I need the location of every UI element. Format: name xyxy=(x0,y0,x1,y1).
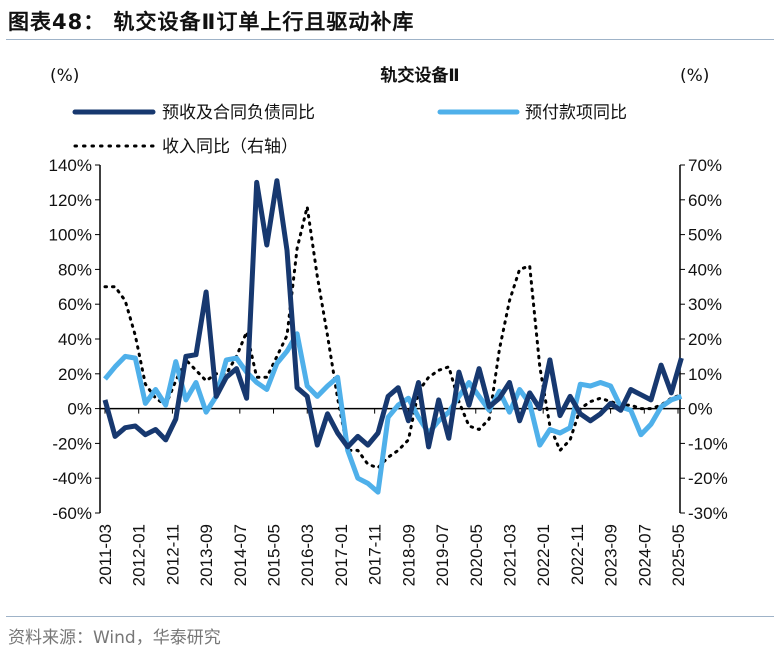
left-y-tick-label: 20% xyxy=(58,365,92,384)
figure-title: 图表48： 轨交设备Ⅱ订单上行且驱动补库 xyxy=(8,10,415,34)
source-note: 资料来源：Wind，华泰研究 xyxy=(8,628,221,648)
left-y-tick-label: -40% xyxy=(52,469,92,488)
x-tick-label: 2024-07 xyxy=(635,524,654,586)
right-y-tick-label: 0% xyxy=(688,400,713,419)
left-axis-unit: (%) xyxy=(50,66,79,86)
x-tick-label: 2023-09 xyxy=(602,524,621,586)
title-divider xyxy=(6,39,774,40)
left-y-tick-label: 120% xyxy=(49,191,92,210)
x-tick-label: 2022-11 xyxy=(568,524,587,585)
x-tick-label: 2011-03 xyxy=(96,524,115,585)
chart-title: 轨交设备Ⅱ xyxy=(380,65,459,86)
right-y-tick-label: 70% xyxy=(688,156,722,175)
right-y-tick-label: 50% xyxy=(688,226,722,245)
x-tick-label: 2018-09 xyxy=(399,524,418,586)
x-tick-label: 2019-07 xyxy=(433,524,452,586)
x-tick-label: 2015-05 xyxy=(265,524,284,586)
left-y-tick-label: -60% xyxy=(52,504,92,523)
x-tick-label: 2021-03 xyxy=(500,524,519,586)
legend-label-revenue: 收入同比（右轴） xyxy=(162,137,298,157)
left-y-tick-label: -20% xyxy=(52,434,92,453)
legend-label-advance-receipts: 预收及合同负债同比 xyxy=(162,103,315,123)
legend-label-prepayments: 预付款项同比 xyxy=(525,103,627,123)
x-tick-label: 2014-07 xyxy=(231,524,250,586)
series-revenue-line xyxy=(103,205,683,470)
series-advance-receipts-line xyxy=(102,178,684,450)
left-y-tick-label: 140% xyxy=(49,156,92,175)
right-y-tick-label: 30% xyxy=(688,295,722,314)
x-tick-label: 2025-05 xyxy=(669,524,688,586)
right-y-tick-label: -20% xyxy=(688,469,728,488)
series-prepayments-line xyxy=(103,331,683,495)
x-tick-label: 2012-01 xyxy=(130,524,149,586)
left-y-tick-label: 0% xyxy=(67,400,92,419)
left-y-tick-label: 80% xyxy=(58,260,92,279)
left-y-tick-label: 40% xyxy=(58,330,92,349)
x-tick-label: 2020-05 xyxy=(467,524,486,586)
x-tick-label: 2013-09 xyxy=(197,524,216,586)
right-y-tick-label: 40% xyxy=(688,260,722,279)
right-y-tick-label: 60% xyxy=(688,191,722,210)
source-divider xyxy=(6,616,774,617)
x-tick-label: 2022-01 xyxy=(534,524,553,586)
right-axis-unit: (%) xyxy=(680,66,709,86)
x-tick-label: 2017-01 xyxy=(332,524,351,586)
right-y-tick-label: -10% xyxy=(688,434,728,453)
x-tick-label: 2016-03 xyxy=(298,524,317,586)
left-y-tick-label: 60% xyxy=(58,295,92,314)
right-y-tick-label: -30% xyxy=(688,504,728,523)
left-y-tick-label: 100% xyxy=(49,226,92,245)
x-tick-label: 2017-11 xyxy=(366,524,385,585)
right-y-tick-label: 20% xyxy=(688,330,722,349)
right-y-tick-label: 10% xyxy=(688,365,722,384)
x-tick-label: 2012-11 xyxy=(163,524,182,585)
